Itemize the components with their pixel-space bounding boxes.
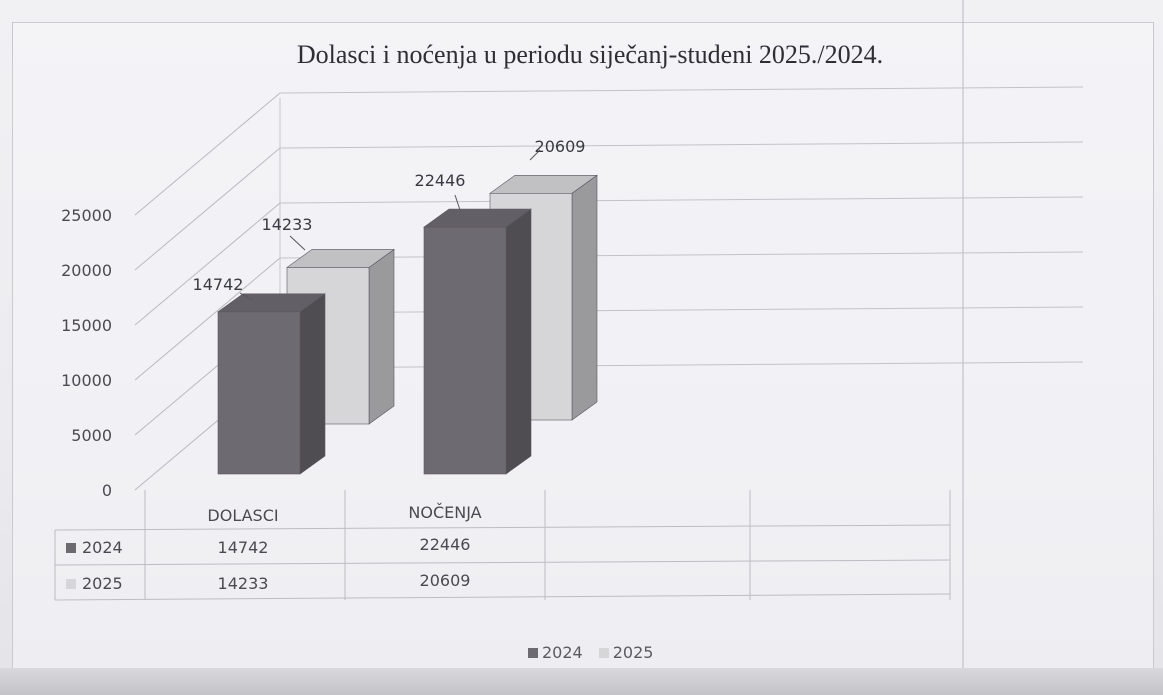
legend-item-2024: 2024 <box>528 643 583 662</box>
table-cell-2024-dolasci: 14742 <box>218 538 269 557</box>
gridline-back <box>279 361 1084 369</box>
chart-legend: 2024 2025 <box>528 643 653 662</box>
data-label-2025-dolasci: 14233 <box>262 215 313 234</box>
gridline-back <box>279 196 1084 204</box>
bar-2025-dolasci-side <box>368 248 395 425</box>
data-label-2024-nočenja: 22446 <box>415 171 466 190</box>
data-label-leader <box>239 292 253 301</box>
table-cell-2024-nočenja: 22446 <box>420 535 471 554</box>
bar-2024-dolasci-front <box>217 311 301 475</box>
y-tick-label: 20000 <box>61 261 112 280</box>
data-label-leader <box>454 194 461 211</box>
y-tick-label: 25000 <box>61 206 112 225</box>
x-category-label: NOČENJA <box>408 503 481 522</box>
gridline-side <box>134 92 281 216</box>
gridline-side <box>134 147 281 271</box>
legend-label-2024: 2024 <box>542 643 583 662</box>
y-tick-label: 5000 <box>71 426 112 445</box>
bar-2025-nočenja-side <box>571 174 598 421</box>
gridline-back <box>279 306 1084 314</box>
y-tick-label: 10000 <box>61 371 112 390</box>
gridline-side <box>134 202 281 326</box>
table-series-label-2025: 2025 <box>82 574 123 593</box>
data-label-leader <box>529 149 541 161</box>
table-cell-2025-nočenja: 20609 <box>420 571 471 590</box>
bar-2024-dolasci-side <box>299 293 326 475</box>
table-legend-swatch-2025 <box>66 579 76 589</box>
data-label-2024-dolasci: 14742 <box>193 275 244 294</box>
gridline-back <box>279 251 1084 259</box>
table-cell-2025-dolasci: 14233 <box>218 574 269 593</box>
legend-item-2025: 2025 <box>598 643 654 662</box>
data-label-leader <box>289 235 306 251</box>
gridline-back <box>279 86 1084 94</box>
legend-label-2025: 2025 <box>612 643 654 662</box>
table-row-divider <box>54 559 951 566</box>
bar-2024-nočenja-front <box>423 226 507 475</box>
gridline-side <box>134 257 281 381</box>
paper-fold-line <box>962 0 964 695</box>
table-row-divider <box>54 593 951 601</box>
table-series-label-2024: 2024 <box>82 538 123 557</box>
y-tick-label: 0 <box>102 481 112 500</box>
gridline-back <box>279 141 1084 149</box>
x-category-label: DOLASCI <box>207 506 278 525</box>
y-tick-label: 15000 <box>61 316 112 335</box>
page-bottom-shadow <box>0 668 1163 695</box>
data-label-2025-nočenja: 20609 <box>535 137 586 156</box>
table-row-divider <box>54 524 951 531</box>
chart-title: Dolasci i noćenja u periodu siječanj-stu… <box>296 40 884 69</box>
bar-2024-nočenja-side <box>505 208 532 475</box>
legend-swatch-2025 <box>598 647 609 658</box>
legend-swatch-2024 <box>528 647 538 658</box>
table-legend-swatch-2024 <box>66 543 76 553</box>
